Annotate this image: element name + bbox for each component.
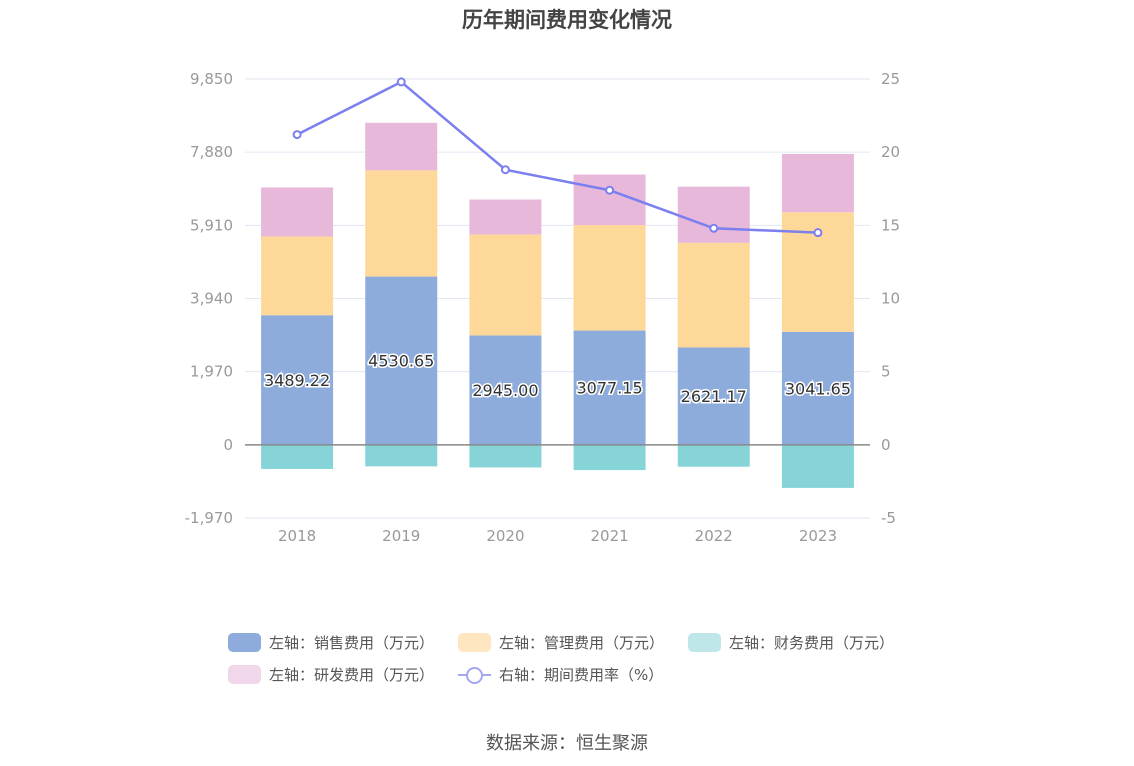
- legend-swatch: [228, 664, 261, 684]
- bar-data-label: 3041.65: [785, 379, 851, 398]
- legend-label: 右轴：期间费用率（%）: [499, 665, 664, 684]
- bar-admin[interactable]: [573, 225, 646, 331]
- bar-finance[interactable]: [677, 444, 750, 467]
- x-axis-tick-label: 2020: [486, 527, 524, 545]
- bar-data-label: 4530.65: [368, 352, 434, 371]
- bar-sales[interactable]: [573, 330, 646, 445]
- bar-admin[interactable]: [365, 170, 438, 277]
- bar-admin[interactable]: [469, 234, 542, 336]
- rate-line-point[interactable]: [709, 223, 719, 233]
- bar-sales[interactable]: [677, 347, 750, 445]
- bar-rnd[interactable]: [469, 199, 542, 235]
- x-axis-tick-label: 2021: [590, 527, 628, 545]
- left-axis-tick-label: 0: [223, 436, 233, 454]
- rate-line-point[interactable]: [605, 185, 615, 195]
- legend-item[interactable]: 左轴：研发费用（万元）: [228, 660, 434, 688]
- bar-sales[interactable]: [261, 315, 334, 445]
- left-axis-tick-label: 1,970: [190, 363, 233, 381]
- rate-line-point[interactable]: [813, 228, 823, 238]
- left-axis-tick-label: 3,940: [190, 290, 233, 308]
- legend-label: 左轴：管理费用（万元）: [499, 633, 665, 652]
- bar-finance[interactable]: [469, 444, 542, 468]
- bar-finance[interactable]: [573, 444, 646, 471]
- right-axis-tick-label: 10: [881, 290, 900, 308]
- legend-item[interactable]: 右轴：期间费用率（%）: [458, 660, 663, 688]
- right-axis-tick-label: 25: [881, 70, 900, 88]
- bar-data-label: 3489.22: [264, 371, 330, 390]
- rate-line-series: [296, 80, 818, 234]
- bar-sales[interactable]: [365, 276, 438, 445]
- right-axis-tick-label: 20: [881, 143, 900, 161]
- bar-sales[interactable]: [469, 335, 542, 445]
- bar-rnd[interactable]: [677, 186, 750, 243]
- bar-admin[interactable]: [261, 236, 334, 316]
- bar-sales[interactable]: [781, 331, 854, 445]
- legend-swatch: [458, 632, 491, 652]
- x-axis-tick-label: 2018: [278, 527, 316, 545]
- data-source: 数据来源：恒生聚源: [486, 733, 648, 754]
- chart-title: 历年期间费用变化情况: [462, 8, 672, 32]
- right-axis-tick-label: 15: [881, 216, 900, 234]
- x-axis-tick-label: 2022: [695, 527, 733, 545]
- right-axis-tick-label: 0: [881, 436, 891, 454]
- bar-finance[interactable]: [365, 444, 438, 467]
- right-axis-tick-label: -5: [881, 509, 896, 527]
- legend-line-marker-icon: [458, 665, 491, 684]
- bar-data-label: 2621.17: [681, 387, 747, 406]
- x-axis-tick-label: 2019: [382, 527, 420, 545]
- legend-item[interactable]: 左轴：销售费用（万元）: [228, 628, 434, 656]
- bar-rnd[interactable]: [261, 187, 334, 237]
- bar-data-label: 3077.15: [576, 379, 642, 398]
- bar-finance[interactable]: [781, 444, 854, 488]
- left-axis-tick-label: -1,970: [185, 509, 233, 527]
- legend-label: 左轴：研发费用（万元）: [269, 665, 435, 684]
- bar-rnd[interactable]: [365, 122, 438, 171]
- rate-line-point[interactable]: [396, 77, 406, 87]
- left-axis-tick-label: 5,910: [190, 216, 233, 234]
- rate-line-point[interactable]: [292, 130, 302, 140]
- legend-swatch: [228, 632, 261, 652]
- legend-item[interactable]: 左轴：财务费用（万元）: [688, 628, 894, 656]
- bar-rnd[interactable]: [781, 153, 854, 213]
- rate-line-point[interactable]: [500, 165, 510, 175]
- bar-admin[interactable]: [677, 242, 750, 348]
- legend-swatch: [688, 632, 721, 652]
- right-axis-tick-label: 5: [881, 363, 891, 381]
- legend-item[interactable]: 左轴：管理费用（万元）: [458, 628, 664, 656]
- x-axis-tick-label: 2023: [799, 527, 837, 545]
- bar-finance[interactable]: [261, 444, 334, 469]
- legend-label: 左轴：销售费用（万元）: [269, 633, 435, 652]
- bar-data-label: 2945.00: [472, 381, 538, 400]
- legend-label: 左轴：财务费用（万元）: [729, 633, 895, 652]
- left-axis-tick-label: 9,850: [190, 70, 233, 88]
- left-axis-tick-label: 7,880: [190, 143, 233, 161]
